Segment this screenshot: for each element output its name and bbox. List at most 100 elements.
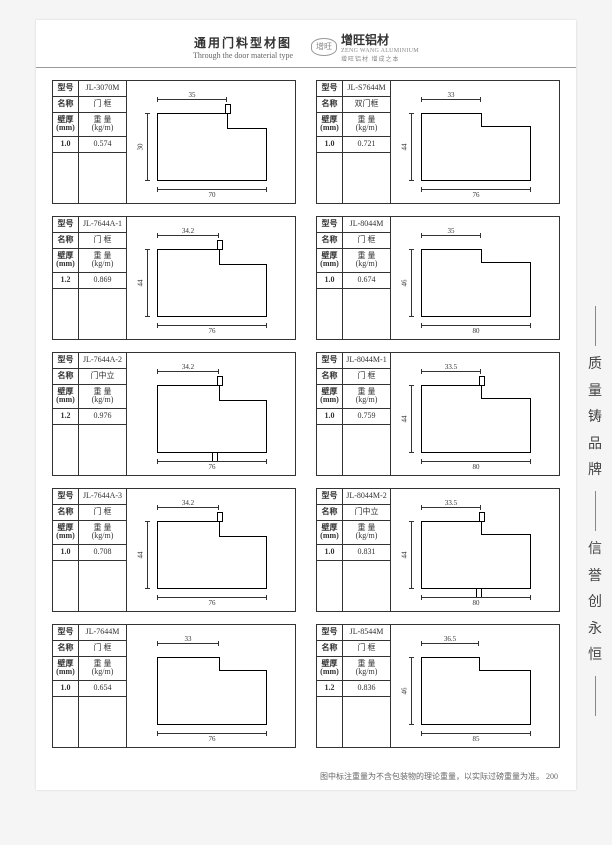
profile-diagram: 33.58044 (391, 489, 559, 611)
spec-value: 门 框 (343, 641, 390, 656)
spec-filler (53, 425, 126, 475)
spec-label: 1.0 (53, 137, 79, 152)
spec-row: 名称门 框 (53, 641, 126, 657)
spec-value: 门 框 (343, 369, 390, 384)
dim-bottom: 76 (473, 191, 480, 199)
spec-filler (317, 289, 390, 339)
spec-value: JL-7644M (79, 625, 126, 640)
spec-value: JL-S7644M (343, 81, 390, 96)
spec-filler (53, 289, 126, 339)
spec-label: 壁厚 (mm) (53, 657, 79, 681)
spec-label: 壁厚 (mm) (53, 113, 79, 137)
side-slogan: 质量铸品牌 信誉创永恒 (586, 300, 604, 722)
profile-shape-icon (421, 657, 531, 725)
dim-bottom: 80 (473, 599, 480, 607)
dim-top: 34.2 (182, 227, 194, 235)
spec-row: 名称门中立 (53, 369, 126, 385)
spec-row: 名称门 框 (317, 369, 390, 385)
spec-filler (317, 561, 390, 611)
spec-row: 壁厚 (mm)重 量 (kg/m) (317, 385, 390, 410)
spec-blank (53, 289, 79, 339)
spec-blank (317, 289, 343, 339)
spec-label: 型号 (53, 81, 79, 96)
profile-cell: 型号JL-7644A-3名称门 框壁厚 (mm)重 量 (kg/m)1.00.7… (52, 488, 296, 612)
dim-line-icon (147, 113, 148, 181)
spec-blank (53, 153, 79, 203)
spec-row: 名称门 框 (317, 641, 390, 657)
spec-filler (53, 153, 126, 203)
profile-cell: 型号JL-8044M名称门 框壁厚 (mm)重 量 (kg/m)1.00.674… (316, 216, 560, 340)
dim-bottom: 76 (209, 735, 216, 743)
profile-notch-icon (219, 249, 267, 265)
spec-label: 名称 (53, 505, 79, 520)
spec-label: 型号 (53, 489, 79, 504)
spec-label: 型号 (317, 489, 343, 504)
spec-value: 门 框 (79, 505, 126, 520)
dim-line-icon (157, 235, 219, 236)
footer: 图中标注重量为不含包装物的理论重量，以实际过磅重量为准。 200 (320, 771, 558, 782)
spec-value: 重 量 (kg/m) (79, 657, 126, 681)
spec-value: JL-7644A-2 (79, 353, 126, 368)
spec-row: 型号JL-8544M (317, 625, 390, 641)
spec-table: 型号JL-8544M名称门 框壁厚 (mm)重 量 (kg/m)1.20.836 (317, 625, 391, 747)
profile-shape-icon (421, 385, 531, 453)
dim-line-icon (411, 385, 412, 453)
dim-line-icon (421, 733, 531, 734)
profiles-grid: 型号JL-3070M名称门 框壁厚 (mm)重 量 (kg/m)1.00.574… (36, 68, 576, 760)
profile-tab-icon (479, 376, 485, 386)
spec-row: 型号JL-7644A-3 (53, 489, 126, 505)
dim-line-icon (421, 507, 481, 508)
profile-shape-icon (157, 249, 267, 317)
spec-row: 型号JL-8044M-2 (317, 489, 390, 505)
spec-value: 门中立 (343, 505, 390, 520)
spec-label: 1.0 (317, 273, 343, 288)
spec-blank (79, 289, 126, 339)
spec-value: JL-7644A-3 (79, 489, 126, 504)
spec-filler (53, 561, 126, 611)
dim-top: 33 (448, 91, 455, 99)
spec-value: JL-8044M (343, 217, 390, 232)
spec-value: 重 量 (kg/m) (79, 521, 126, 545)
spec-row: 名称门 框 (317, 233, 390, 249)
profile-notch-icon (479, 657, 531, 671)
dim-line-icon (421, 99, 481, 100)
spec-label: 壁厚 (mm) (317, 113, 343, 137)
profile-diagram: 33 76 (127, 625, 295, 747)
spec-blank (53, 697, 79, 747)
dim-top: 33 (185, 635, 192, 643)
spec-blank (79, 697, 126, 747)
dim-line-icon (411, 113, 412, 181)
dim-line-icon (157, 461, 267, 462)
dim-line-icon (421, 325, 531, 326)
title-cn: 通用门料型材图 (193, 34, 293, 51)
profile-notch-icon (219, 657, 267, 671)
spec-row: 型号JL-8044M (317, 217, 390, 233)
dim-side: 44 (401, 416, 409, 423)
dim-bottom: 70 (209, 191, 216, 199)
spec-row: 壁厚 (mm)重 量 (kg/m) (317, 113, 390, 138)
profile-diagram: 33 76 44 (391, 81, 559, 203)
spec-row: 1.20.976 (53, 409, 126, 425)
spec-row: 壁厚 (mm)重 量 (kg/m) (53, 113, 126, 138)
spec-table: 型号JL-3070M名称门 框壁厚 (mm)重 量 (kg/m)1.00.574 (53, 81, 127, 203)
profile-tab-icon (479, 512, 485, 522)
dim-bottom: 80 (473, 327, 480, 335)
spec-row: 1.00.721 (317, 137, 390, 153)
spec-value: 门 框 (79, 233, 126, 248)
spec-row: 壁厚 (mm)重 量 (kg/m) (53, 657, 126, 682)
profile-shape-icon (157, 113, 267, 181)
spec-row: 1.20.836 (317, 681, 390, 697)
title-en: Through the door material type (193, 51, 293, 60)
dim-side: 44 (137, 552, 145, 559)
brand-text: 增旺铝材 ZENG WANG ALUMINIUM 增旺铝材 增成之本 (341, 31, 419, 63)
spec-label: 型号 (317, 625, 343, 640)
dim-line-icon (157, 733, 267, 734)
spec-label: 壁厚 (mm) (53, 385, 79, 409)
page: 通用门料型材图 Through the door material type 增… (36, 20, 576, 790)
spec-row: 1.20.869 (53, 273, 126, 289)
spec-row: 1.00.574 (53, 137, 126, 153)
dim-side: 44 (401, 144, 409, 151)
dim-side: 46 (401, 688, 409, 695)
side-divider-icon (595, 306, 596, 346)
spec-label: 型号 (53, 217, 79, 232)
